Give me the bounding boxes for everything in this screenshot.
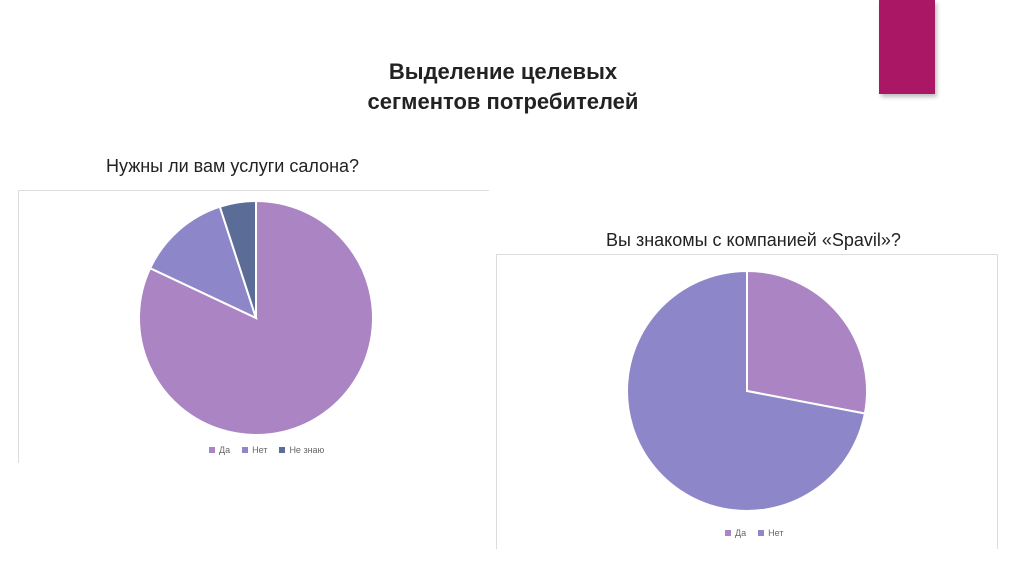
chart2-legend-item: Да [725, 528, 746, 538]
accent-bar [879, 0, 935, 94]
slide-title-line1: Выделение целевых [388, 59, 618, 84]
chart2-slice-1 [746, 269, 868, 415]
chart2-slice-2 [626, 269, 867, 512]
chart2-question: Вы знакомы с компанией «Spavil»? [606, 230, 901, 250]
chart2-frame: Да Нет [496, 254, 998, 549]
chart2-legend-swatch [725, 530, 731, 536]
chart1-slice-3 [218, 199, 257, 319]
chart1-legend-swatch [242, 447, 249, 453]
chart1-legend-item: Да [209, 445, 230, 455]
chart1-legend-swatch [209, 447, 215, 453]
chart2-legend: Да Нет [725, 528, 783, 538]
chart1-question: Нужны ли вам услуги салона? [106, 156, 360, 176]
chart2-legend-swatch [758, 530, 765, 536]
chart1-pie [138, 199, 374, 436]
chart1-frame: Да Нет Не знаю [18, 190, 489, 463]
chart1-legend-item: Нет [242, 445, 267, 455]
slide-title: Выделение целевых сегментов потребителей [230, 57, 776, 117]
chart2-legend-label: Да [735, 528, 747, 538]
chart1-legend-swatch [279, 447, 286, 453]
chart1-legend-label: Нет [252, 445, 268, 455]
chart1-slice-2 [148, 205, 258, 320]
chart2-legend-item: Нет [758, 528, 783, 538]
chart1-legend: Да Нет Не знаю [209, 445, 324, 455]
chart1-legend-item: Не знаю [279, 445, 324, 455]
chart2-legend-label: Нет [768, 528, 784, 538]
chart1-legend-label: Не знаю [289, 445, 325, 455]
chart2-pie [626, 269, 868, 512]
slide-title-line2: сегментов потребителей [367, 89, 639, 114]
chart1-legend-label: Да [219, 445, 231, 455]
